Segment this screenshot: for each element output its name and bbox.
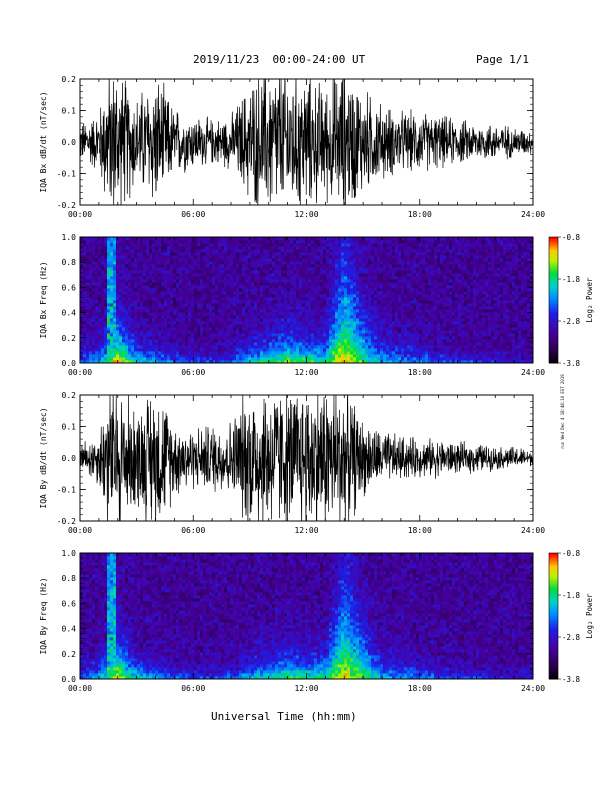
bx-spectrogram-colorbar-tick: -3.8 <box>562 359 581 368</box>
bx-spectrogram-x-tick-label: 06:00 <box>181 368 205 377</box>
bx-waveform-y-tick-label: -0.1 <box>57 170 76 179</box>
bx-spectrogram-colorbar-tick: -0.8 <box>562 233 581 242</box>
bx-spectrogram-x-tick-label: 24:00 <box>521 368 545 377</box>
by-spectrogram-colorbar-label: Log₂ Power <box>585 593 594 639</box>
by-waveform-x-tick-label: 18:00 <box>408 526 432 535</box>
by-spectrogram-colorbar <box>548 552 561 680</box>
by-spectrogram-y-tick-label: 0.0 <box>62 675 77 684</box>
by-waveform-y-tick-label: 0.0 <box>62 454 77 463</box>
bx-waveform-x-tick-label: 24:00 <box>521 210 545 219</box>
bx-spectrogram-y-axis-title: IQA Bx Freq (Hz) <box>39 261 48 338</box>
by-spectrogram-colorbar-tick: -0.8 <box>562 549 581 558</box>
by-spectrogram-y-tick-label: 0.2 <box>62 650 77 659</box>
bx-waveform-y-axis-title: IQA Bx dB/dt (nT/sec) <box>39 91 48 192</box>
by-spectrogram-y-tick-label: 1.0 <box>62 549 77 558</box>
by-spectrogram-colorbar-tick: -2.8 <box>562 633 581 642</box>
by-spectrogram-y-axis-title: IQA By Freq (Hz) <box>39 577 48 654</box>
bx-spectrogram-y-tick-label: 0.0 <box>62 359 77 368</box>
bx-spectrogram-cells <box>80 237 533 363</box>
bx-waveform-x-tick-label: 06:00 <box>181 210 205 219</box>
bx-waveform-y-tick-label: 0.1 <box>62 107 77 116</box>
bx-spectrogram-x-tick-label: 18:00 <box>408 368 432 377</box>
bx-waveform-y-tick-label: 0.0 <box>62 138 77 147</box>
bx-spectrogram-y-tick-label: 0.4 <box>62 309 77 318</box>
page-title: 2019/11/23 00:00-24:00 UT <box>193 53 366 66</box>
bx-waveform-trace <box>80 79 533 205</box>
by-spectrogram-x-tick-label: 00:00 <box>68 684 92 693</box>
bx-spectrogram-y-tick-label: 1.0 <box>62 233 77 242</box>
bx-spectrogram-y-tick-label: 0.8 <box>62 258 77 267</box>
by-waveform-panel <box>79 394 534 522</box>
bx-waveform-x-tick-label: 12:00 <box>294 210 318 219</box>
by-spectrogram-colorbar-tick: -3.8 <box>562 675 581 684</box>
bx-waveform-panel <box>79 78 534 206</box>
x-axis-title: Universal Time (hh:mm) <box>211 710 357 723</box>
bx-spectrogram-panel <box>79 236 534 364</box>
side-note: run Wed Dec 4 18:48:10 EST 2019 <box>556 374 568 453</box>
bx-waveform-y-tick-label: -0.2 <box>57 201 76 210</box>
side-note-text: run Wed Dec 4 18:48:10 EST 2019 <box>560 374 565 449</box>
by-waveform-y-tick-label: -0.1 <box>57 486 76 495</box>
page-number: Page 1/1 <box>476 53 529 66</box>
by-waveform-x-tick-label: 00:00 <box>68 526 92 535</box>
bx-spectrogram-colorbar <box>548 236 561 364</box>
by-waveform-x-tick-label: 24:00 <box>521 526 545 535</box>
bx-waveform-x-tick-label: 00:00 <box>68 210 92 219</box>
by-waveform-x-tick-label: 06:00 <box>181 526 205 535</box>
by-spectrogram-x-tick-label: 24:00 <box>521 684 545 693</box>
bx-waveform-x-tick-label: 18:00 <box>408 210 432 219</box>
by-waveform-y-tick-label: 0.1 <box>62 423 77 432</box>
by-waveform-y-tick-label: 0.2 <box>62 391 77 400</box>
by-spectrogram-y-tick-label: 0.4 <box>62 625 77 634</box>
bx-spectrogram-y-tick-label: 0.6 <box>62 283 77 292</box>
bx-spectrogram-colorbar-tick: -1.8 <box>562 275 581 284</box>
by-spectrogram-panel <box>79 552 534 680</box>
by-spectrogram-y-tick-label: 0.6 <box>62 599 77 608</box>
by-spectrogram-y-tick-label: 0.8 <box>62 574 77 583</box>
by-spectrogram-cells <box>80 553 533 679</box>
by-waveform-trace <box>80 395 533 521</box>
by-spectrogram-x-tick-label: 18:00 <box>408 684 432 693</box>
bx-spectrogram-colorbar-tick: -2.8 <box>562 317 581 326</box>
bx-spectrogram-x-tick-label: 12:00 <box>294 368 318 377</box>
by-spectrogram-x-tick-label: 12:00 <box>294 684 318 693</box>
by-waveform-x-tick-label: 12:00 <box>294 526 318 535</box>
bx-waveform-y-tick-label: 0.2 <box>62 75 77 84</box>
bx-spectrogram-x-tick-label: 00:00 <box>68 368 92 377</box>
by-waveform-y-axis-title: IQA By dB/dt (nT/sec) <box>39 407 48 508</box>
bx-spectrogram-colorbar-label: Log₂ Power <box>585 277 594 323</box>
by-spectrogram-x-tick-label: 06:00 <box>181 684 205 693</box>
by-spectrogram-colorbar-tick: -1.8 <box>562 591 581 600</box>
by-waveform-y-tick-label: -0.2 <box>57 517 76 526</box>
bx-spectrogram-y-tick-label: 0.2 <box>62 334 77 343</box>
